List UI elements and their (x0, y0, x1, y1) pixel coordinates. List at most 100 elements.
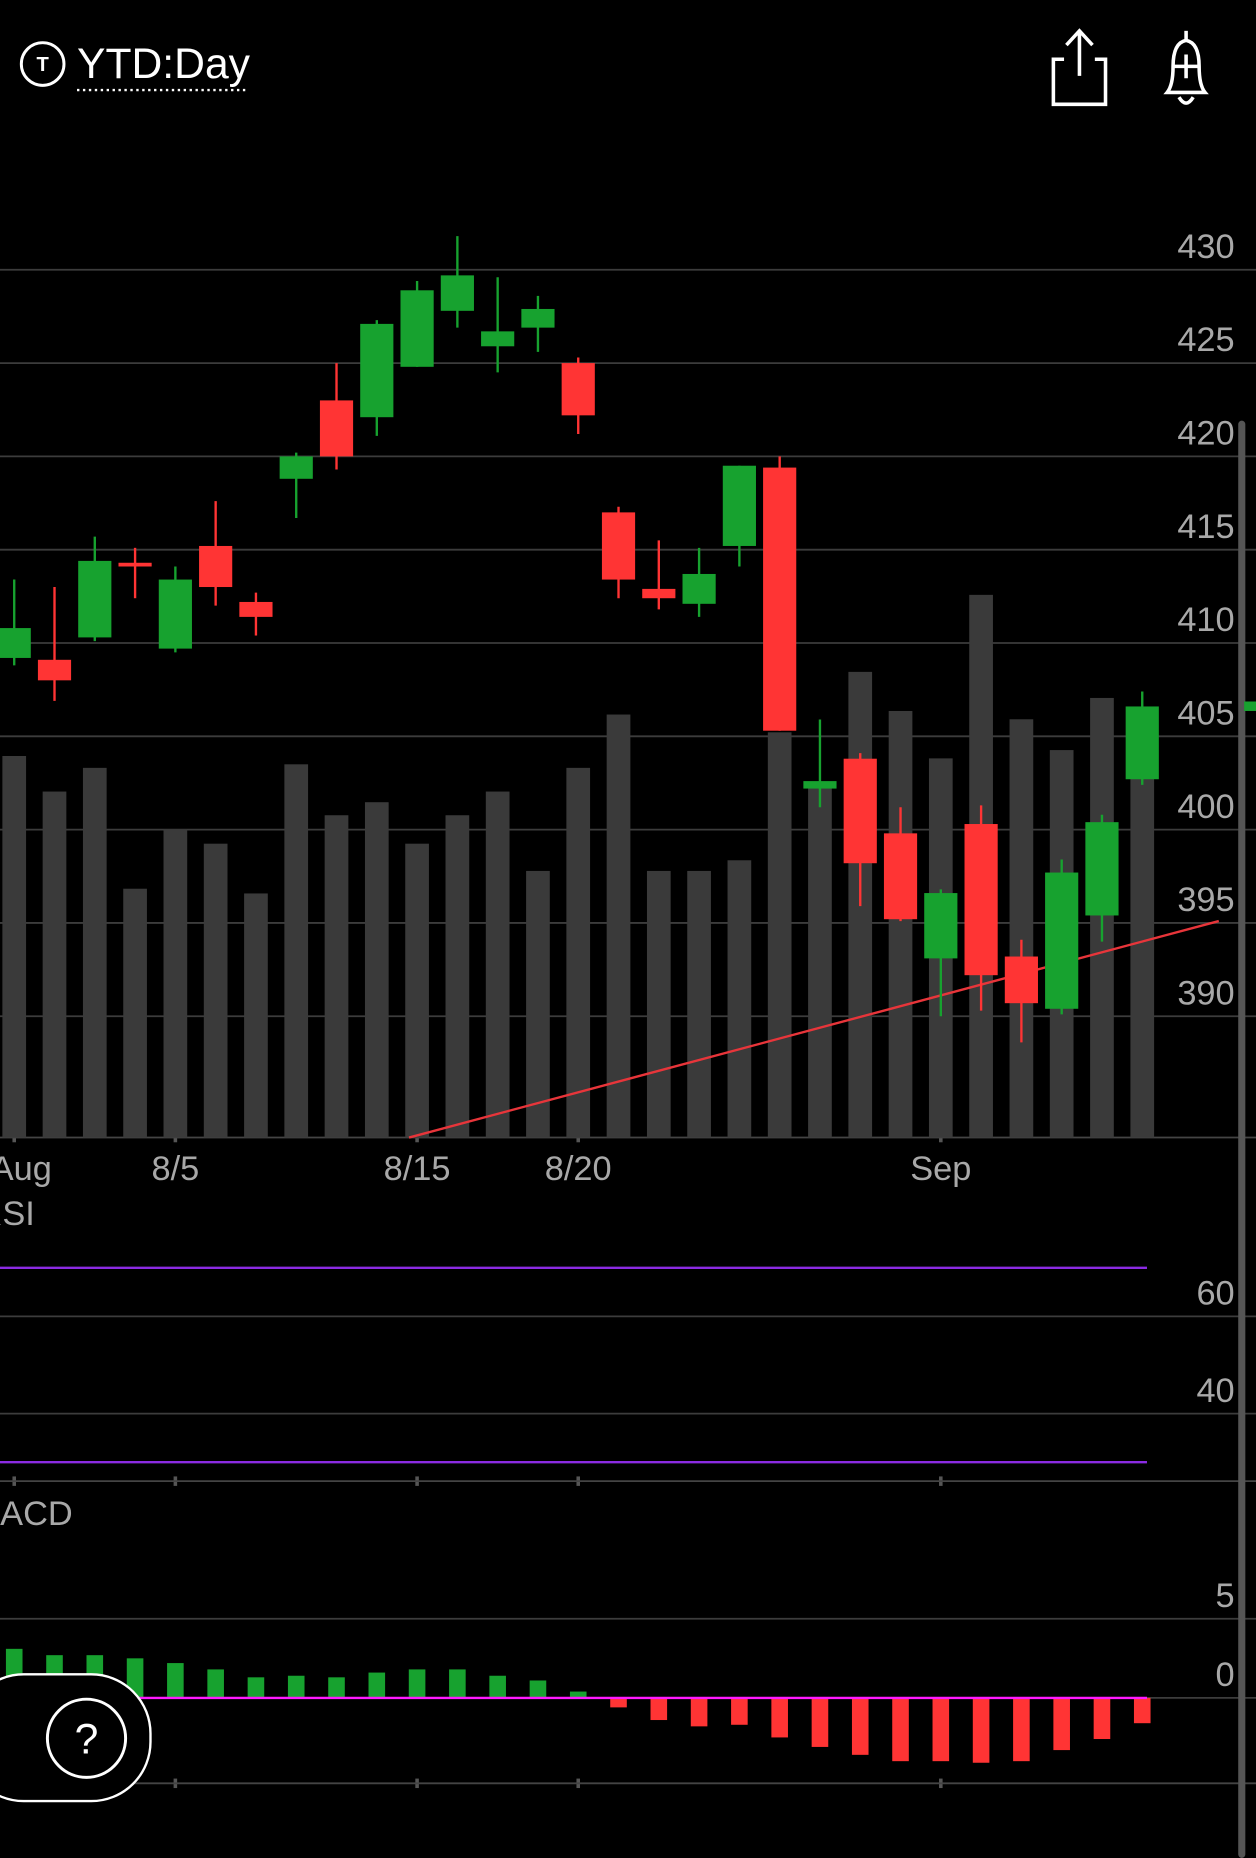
candle-body (279, 456, 313, 479)
candle-body (199, 545, 233, 588)
x-tick-label: Aug (0, 1150, 52, 1188)
candle-body (400, 290, 434, 367)
candle-body (481, 331, 515, 347)
y-tick-label: 415 (1177, 508, 1234, 546)
help-circle (45, 1697, 128, 1779)
candle-body (1085, 822, 1119, 916)
candle-body (763, 467, 797, 731)
chart-area: 430425420415410405400395390Aug8/58/158/2… (0, 228, 1256, 1789)
histogram-bar (811, 1697, 829, 1747)
candle-body (601, 512, 636, 580)
alert-button[interactable] (1163, 30, 1209, 105)
histogram-bar (1133, 1697, 1151, 1724)
candle-body (1045, 872, 1079, 1009)
histogram-bar (690, 1697, 708, 1727)
panel: 430 425 420 415 410 405 400 395 390 Aug 8/5 8/15 8/2… (0, 228, 1256, 1188)
trendline (408, 919, 1220, 1139)
histogram-bar (529, 1680, 547, 1698)
x-tick-label: 8/15 (384, 1150, 451, 1188)
candle-body (883, 833, 918, 920)
histogram-bar (569, 1691, 587, 1698)
volume-bar (42, 791, 67, 1138)
candle-body (843, 758, 877, 864)
candle-body (239, 601, 273, 617)
x-tick-label: Sep (910, 1150, 971, 1188)
volume-bar (888, 710, 913, 1138)
candle-body (964, 824, 998, 976)
panel-title: MACD (0, 1495, 73, 1533)
candle-body (78, 560, 112, 638)
histogram-bar (287, 1675, 305, 1698)
candle-body (0, 628, 31, 658)
histogram-bar (892, 1697, 909, 1762)
y-tick-label: 0 (1216, 1656, 1235, 1694)
price-marker (1244, 701, 1256, 711)
volume-bar (767, 732, 792, 1138)
histogram-bar (972, 1697, 990, 1763)
volume-bar (163, 829, 188, 1138)
help-button[interactable]: ? (0, 1673, 152, 1803)
candle-body (642, 588, 676, 599)
histogram-bar (167, 1663, 184, 1698)
volume-bar (405, 843, 429, 1138)
histogram-bar (1093, 1697, 1111, 1740)
candle-body (118, 562, 152, 567)
y-tick-label: 430 (1177, 228, 1234, 266)
help-label: ? (75, 1716, 99, 1764)
candle-body (521, 308, 555, 328)
candle-body (360, 323, 394, 418)
y-tick-label: 405 (1177, 694, 1234, 732)
volume-bar (364, 802, 389, 1138)
volume-bar (808, 782, 832, 1138)
ticker-icon[interactable] (19, 41, 66, 87)
histogram-bar (1053, 1697, 1070, 1751)
y-tick-label: 40 (1196, 1372, 1234, 1410)
x-tick-label: 8/20 (545, 1150, 612, 1188)
histogram-bar (207, 1669, 224, 1698)
volume-bar (526, 870, 550, 1138)
y-tick-label: 420 (1177, 415, 1234, 453)
ticker-icon-label: T (37, 54, 50, 76)
candle-body (1125, 706, 1159, 780)
histogram-bar (851, 1697, 869, 1755)
candle-body (803, 781, 837, 789)
candle-body (561, 363, 595, 416)
candle-body (440, 275, 474, 311)
x-tick-label: 8/5 (151, 1150, 199, 1188)
candle-body (722, 465, 756, 546)
panel-title: RSI (0, 1195, 35, 1233)
y-tick-label: 60 (1196, 1275, 1234, 1313)
candle-body (924, 893, 958, 959)
volume-bar (727, 860, 752, 1138)
candle-body (37, 659, 72, 681)
y-tick-label: 395 (1177, 881, 1234, 919)
histogram-bar (328, 1677, 345, 1698)
histogram-bar (771, 1697, 788, 1738)
volume-bar (284, 764, 309, 1138)
scrollbar[interactable] (1238, 420, 1246, 1858)
volume-bar (687, 870, 711, 1138)
share-button[interactable] (1051, 28, 1108, 107)
timeframe-selector[interactable]: YTD:Day (77, 40, 251, 88)
candle-body (319, 400, 354, 457)
y-tick-label: 5 (1216, 1577, 1235, 1615)
volume-bar (203, 843, 228, 1138)
histogram-bar (932, 1697, 950, 1762)
candle-body (158, 579, 192, 649)
volume-bar (324, 815, 349, 1138)
volume-bar (244, 893, 268, 1138)
volume-bar (566, 767, 591, 1138)
header: T YTD:Day (19, 28, 1209, 107)
y-tick-label: 410 (1177, 601, 1234, 639)
histogram-bar (408, 1669, 426, 1698)
volume-bar (445, 815, 470, 1138)
y-tick-label: 390 (1177, 974, 1234, 1012)
volume-bar (1130, 716, 1155, 1138)
volume-bar (606, 714, 631, 1138)
y-tick-label: 425 (1177, 321, 1234, 359)
histogram-bar (1013, 1697, 1030, 1762)
candle-body (682, 573, 716, 604)
histogram-bar (247, 1677, 265, 1698)
histogram-bar (731, 1697, 748, 1725)
